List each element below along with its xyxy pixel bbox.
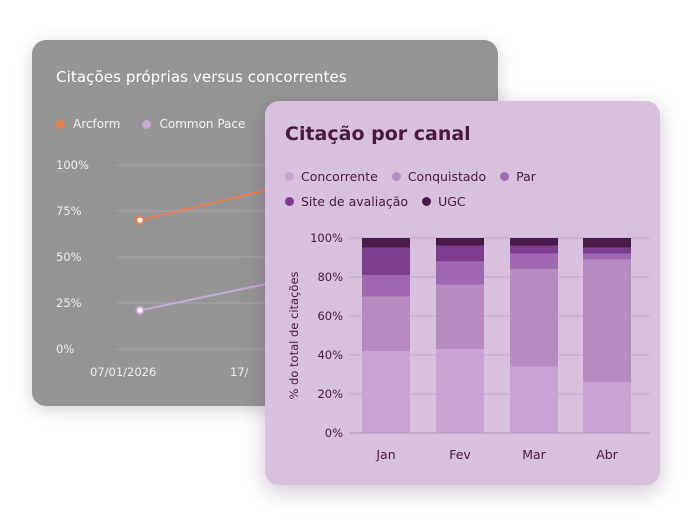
- legend-dot: [422, 197, 432, 206]
- legend-item[interactable]: Site de avaliação: [285, 194, 408, 209]
- legend-item-common-pace[interactable]: Common Pace: [142, 117, 245, 131]
- line-y-tick-label: 100%: [56, 158, 89, 172]
- bar-segment[interactable]: [510, 366, 558, 433]
- bar-segment[interactable]: [362, 238, 410, 248]
- stacked-bar-chart: 0% 20% 40% 60% 80% 100% % do total de citações…: [287, 231, 650, 462]
- bar-segment[interactable]: [362, 247, 410, 276]
- line-y-tick-label: 25%: [56, 296, 82, 310]
- data-point[interactable]: [135, 305, 145, 315]
- line-y-tick-label: 0%: [56, 342, 74, 356]
- legend-item[interactable]: Par: [500, 169, 536, 184]
- legend-label: Concorrente: [301, 169, 378, 184]
- legend-label: Par: [516, 169, 536, 184]
- legend-label: Site de avaliação: [301, 194, 409, 209]
- line-x-tick-label: 17/: [230, 365, 249, 379]
- bar-segment[interactable]: [583, 259, 631, 383]
- line-y-tick-label: 75%: [56, 204, 82, 218]
- channel-chart-title: Citação por canal: [285, 123, 471, 145]
- legend-item[interactable]: Concorrente: [285, 169, 378, 184]
- series-line-1: [139, 281, 273, 312]
- legend-label: Conquistado: [407, 169, 487, 184]
- bar-segment[interactable]: [583, 238, 631, 248]
- bar-segment[interactable]: [362, 275, 410, 297]
- legend-item[interactable]: Conquistado: [391, 169, 487, 184]
- legend-label-common-pace: Common Pace: [159, 117, 246, 131]
- legend-item-arcform[interactable]: Arcform: [56, 117, 120, 131]
- bar-segment[interactable]: [510, 238, 558, 246]
- legend-label-arcform: Arcform: [73, 117, 121, 131]
- legend-dot-arcform: [56, 119, 65, 129]
- legend-dot-common-pace: [142, 119, 152, 129]
- bar-y-tick-label: 60%: [317, 309, 343, 323]
- line-x-tick-label: 07/01/2026: [90, 365, 156, 379]
- bar-segment[interactable]: [510, 245, 558, 254]
- competitor-chart-title: Citações próprias versus concorrentes: [56, 68, 347, 86]
- bar-y-tick-label: 80%: [317, 270, 343, 284]
- bar-segment[interactable]: [583, 253, 631, 260]
- legend-dot: [285, 172, 294, 181]
- bar-segment[interactable]: [510, 269, 558, 367]
- series-line-0: [139, 187, 273, 222]
- bar-x-tick-label: Abr: [596, 447, 618, 462]
- bar-y-axis-label: % do total de citações: [287, 271, 301, 399]
- legend-item[interactable]: UGC: [422, 194, 466, 209]
- bar-y-tick-label: 100%: [310, 231, 343, 245]
- bar-x-tick-label: Mar: [522, 447, 546, 462]
- bar-segment[interactable]: [510, 253, 558, 270]
- legend-dot: [285, 197, 294, 206]
- bar-segment[interactable]: [362, 351, 410, 433]
- bar-y-tick-label: 20%: [317, 387, 343, 401]
- channel-legend: Concorrente Conquistado Par Site de avaliaç…: [285, 169, 645, 209]
- bar-segment[interactable]: [362, 296, 410, 352]
- bar-segment[interactable]: [436, 238, 484, 246]
- bar-segment[interactable]: [436, 261, 484, 285]
- bar-x-tick-label: Jan: [375, 447, 395, 462]
- bar-x-tick-label: Fev: [449, 447, 471, 462]
- bar-segment[interactable]: [583, 247, 631, 254]
- channel-citations-card: Citação por canal Concorrente Conquistado…: [265, 101, 660, 485]
- bar-y-tick-label: 0%: [325, 426, 343, 440]
- bar-segment[interactable]: [436, 284, 484, 350]
- legend-dot: [391, 172, 401, 181]
- legend-dot: [500, 172, 510, 181]
- line-y-tick-label: 50%: [56, 250, 82, 264]
- bar-y-tick-label: 40%: [317, 348, 343, 362]
- data-point[interactable]: [135, 215, 145, 225]
- bar-segment[interactable]: [583, 382, 631, 433]
- bar-segment[interactable]: [436, 245, 484, 262]
- legend-label: UGC: [438, 194, 466, 209]
- bar-segment[interactable]: [436, 349, 484, 433]
- competitor-legend: Arcform Common Pace: [56, 117, 245, 131]
